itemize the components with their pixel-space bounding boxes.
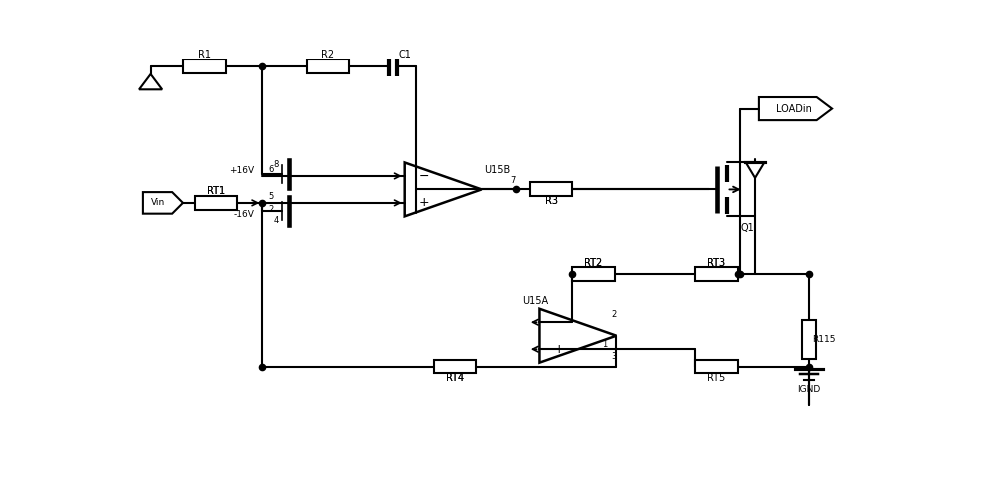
Text: 8: 8 xyxy=(273,160,279,169)
Text: LOADin: LOADin xyxy=(776,104,811,114)
Text: Q1: Q1 xyxy=(740,223,754,233)
Text: 1: 1 xyxy=(602,340,608,349)
Text: +: + xyxy=(419,197,429,209)
Bar xyxy=(802,320,816,359)
Bar xyxy=(530,182,572,196)
Text: R2: R2 xyxy=(321,50,334,60)
Text: 3: 3 xyxy=(611,352,617,362)
Text: −: − xyxy=(553,316,564,329)
Text: R3: R3 xyxy=(545,196,558,206)
Text: R3: R3 xyxy=(545,196,558,206)
Text: +: + xyxy=(553,343,564,356)
Text: RT5: RT5 xyxy=(707,373,726,383)
Bar xyxy=(307,59,349,73)
Text: RT2: RT2 xyxy=(584,257,602,268)
Text: 5: 5 xyxy=(269,192,274,201)
Text: RT1: RT1 xyxy=(207,186,225,196)
Text: U15B: U15B xyxy=(484,165,510,175)
Text: Vin: Vin xyxy=(151,199,165,207)
Text: +16V: +16V xyxy=(229,165,255,175)
Text: 7: 7 xyxy=(510,176,515,185)
Text: 2: 2 xyxy=(612,310,617,319)
Text: RT4: RT4 xyxy=(446,373,464,383)
Bar xyxy=(695,360,738,373)
Text: IGND: IGND xyxy=(797,385,821,394)
Text: C1: C1 xyxy=(398,50,411,60)
Text: RT3: RT3 xyxy=(707,257,726,268)
Bar xyxy=(695,267,738,281)
Text: RT1: RT1 xyxy=(207,186,225,196)
Text: 2: 2 xyxy=(269,205,274,213)
Text: R115: R115 xyxy=(813,335,836,344)
Bar xyxy=(572,267,615,281)
Bar xyxy=(195,196,237,210)
Bar xyxy=(434,360,476,373)
Text: 4: 4 xyxy=(273,216,279,225)
Bar xyxy=(183,59,226,73)
Text: RT3: RT3 xyxy=(707,257,726,268)
Text: RT2: RT2 xyxy=(584,257,602,268)
Text: -16V: -16V xyxy=(234,210,255,219)
Text: U15A: U15A xyxy=(523,296,549,306)
Text: −: − xyxy=(419,169,429,182)
Text: 6: 6 xyxy=(269,165,274,174)
Text: R1: R1 xyxy=(198,50,211,60)
Text: RT4: RT4 xyxy=(446,373,464,383)
